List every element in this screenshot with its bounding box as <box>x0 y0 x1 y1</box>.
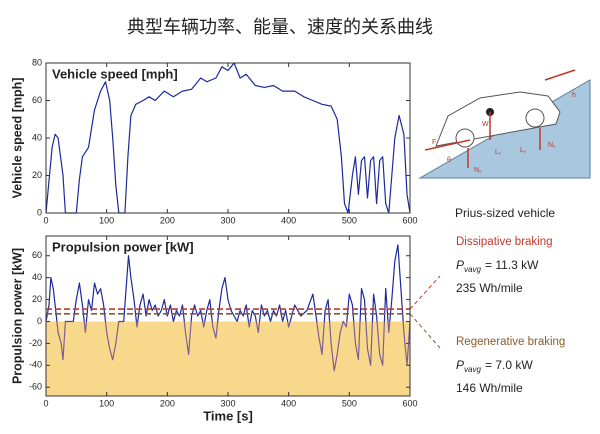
annotation-subscript: vavg <box>464 365 481 374</box>
plot-title: Vehicle speed [mph] <box>52 66 178 81</box>
y-tick-label: 20 <box>32 294 42 304</box>
annotation-power: = 11.3 kW <box>485 258 539 272</box>
diagram-label: L₁ <box>495 149 502 156</box>
x-tick-label: 300 <box>220 398 235 408</box>
wheel <box>455 128 475 148</box>
negative-region <box>46 321 410 396</box>
x-tick-label: 500 <box>342 215 357 225</box>
x-tick-label: 300 <box>220 215 235 225</box>
x-tick-label: 0 <box>43 215 48 225</box>
x-axis-label: Time [s] <box>203 408 253 423</box>
plot-frame <box>45 62 411 214</box>
x-tick-label: 100 <box>99 215 114 225</box>
x-tick-label: 100 <box>99 398 114 408</box>
diagram-label: h <box>572 92 576 99</box>
connector <box>409 275 441 310</box>
x-tick-label: 200 <box>160 215 175 225</box>
x-tick-label: 500 <box>342 398 357 408</box>
x-tick-label: 600 <box>402 215 417 225</box>
y-axis-label: Propulsion power [kW] <box>10 248 24 384</box>
annotation-energy: 146 Wh/mile <box>456 381 523 395</box>
x-tick-label: 0 <box>43 398 48 408</box>
y-axis-label: Vehicle speed [mph] <box>10 78 24 199</box>
y-tick-label: 80 <box>32 57 42 67</box>
y-tick-label: 60 <box>32 95 42 105</box>
wheel <box>525 108 545 128</box>
annotation-title: Regenerative braking <box>456 336 565 348</box>
x-tick-label: 200 <box>160 398 175 408</box>
side-note: Prius-sized vehicle <box>455 206 555 220</box>
y-tick-label: 20 <box>32 170 42 180</box>
y-tick-label: -40 <box>29 360 42 370</box>
diagram-label: W <box>482 121 489 128</box>
vehicle-diagram <box>418 69 591 179</box>
page-title: 典型车辆功率、能量、速度的关系曲线 <box>127 17 433 37</box>
y-tick-label: -60 <box>29 382 42 392</box>
diagram-label: N₂ <box>474 167 482 174</box>
x-tick-label: 400 <box>281 215 296 225</box>
force-arrow <box>424 139 471 151</box>
annotation-title: Dissipative braking <box>456 236 553 248</box>
plot-frame <box>45 235 411 397</box>
diagram-label: θ <box>447 157 451 164</box>
annotation-symbol: P <box>456 258 464 272</box>
annotation-symbol: P <box>456 358 464 372</box>
force-arrow <box>544 69 576 81</box>
annotation-power: = 7.0 kW <box>485 358 533 372</box>
plot-title: Propulsion power [kW] <box>52 239 194 254</box>
connector <box>409 313 441 349</box>
y-tick-label: 0 <box>37 316 42 326</box>
y-tick-label: 0 <box>37 207 42 217</box>
y-tick-label: 60 <box>32 250 42 260</box>
y-tick-label: 40 <box>32 272 42 282</box>
diagram-label: L₂ <box>520 147 527 154</box>
speed-line <box>45 62 411 214</box>
diagram-label: N₁ <box>548 142 556 149</box>
annotation-subscript: vavg <box>464 265 481 274</box>
y-tick-label: 40 <box>32 132 42 142</box>
y-tick-label: -20 <box>29 338 42 348</box>
annotation-energy: 235 Wh/mile <box>456 281 523 295</box>
x-tick-label: 600 <box>402 398 417 408</box>
x-tick-label: 400 <box>281 398 296 408</box>
diagram-label: F <box>432 139 436 146</box>
